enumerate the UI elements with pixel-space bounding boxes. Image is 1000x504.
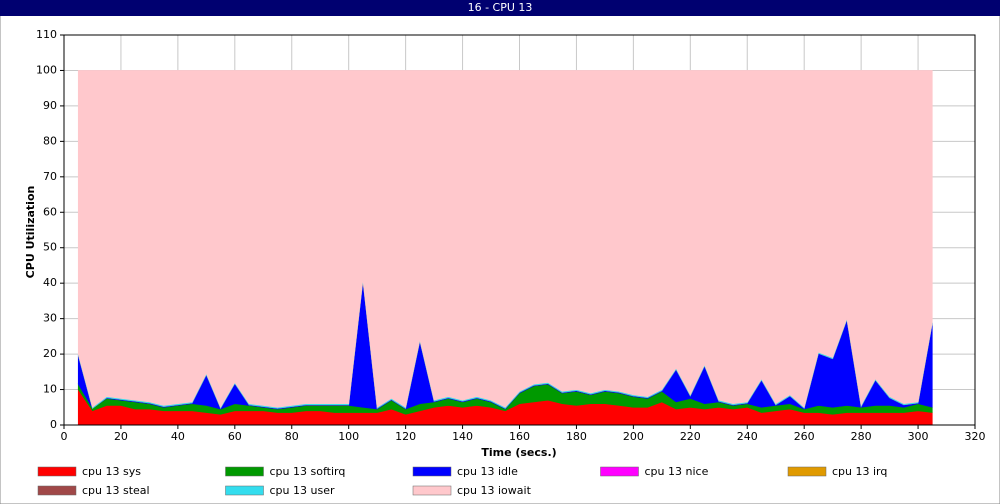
chart-title: 16 - CPU 13: [468, 1, 533, 14]
x-tick-label: 80: [285, 430, 299, 443]
y-tick-label: 110: [36, 28, 57, 41]
legend-label: cpu 13 softirq: [270, 465, 346, 478]
y-tick-label: 50: [43, 241, 57, 254]
x-tick-label: 220: [680, 430, 701, 443]
legend-swatch: [37, 485, 77, 496]
x-tick-label: 260: [794, 430, 815, 443]
x-tick-label: 320: [965, 430, 986, 443]
x-axis-label: Time (secs.): [481, 446, 556, 459]
legend-label: cpu 13 sys: [82, 465, 141, 478]
legend-swatch: [412, 466, 452, 477]
x-tick-label: 20: [114, 430, 128, 443]
title-bar: [0, 0, 1000, 16]
legend-swatch: [225, 485, 264, 496]
legend-label: cpu 13 user: [270, 484, 335, 497]
legend-label: cpu 13 irq: [832, 465, 887, 478]
x-tick-label: 200: [623, 430, 644, 443]
x-tick-label: 100: [338, 430, 359, 443]
y-tick-label: 70: [43, 170, 57, 183]
legend-label: cpu 13 steal: [82, 484, 150, 497]
x-tick-label: 280: [851, 430, 872, 443]
legend-label: cpu 13 idle: [457, 465, 518, 478]
y-tick-label: 100: [36, 63, 57, 76]
y-tick-label: 20: [43, 347, 57, 360]
x-tick-label: 0: [61, 430, 68, 443]
y-tick-label: 30: [43, 312, 57, 325]
y-tick-label: 80: [43, 134, 57, 147]
legend-swatch: [225, 466, 264, 477]
legend-swatch: [600, 466, 639, 477]
legend-swatch: [412, 485, 452, 496]
y-tick-label: 40: [43, 276, 57, 289]
legend-swatch: [787, 466, 827, 477]
y-tick-label: 0: [50, 418, 57, 431]
x-tick-label: 240: [737, 430, 758, 443]
y-tick-label: 10: [43, 383, 57, 396]
legend-label: cpu 13 nice: [645, 465, 709, 478]
x-tick-label: 300: [908, 430, 929, 443]
x-tick-label: 140: [452, 430, 473, 443]
plot-border: [63, 34, 976, 426]
x-tick-label: 180: [566, 430, 587, 443]
legend-swatch: [37, 466, 77, 477]
x-tick-label: 120: [395, 430, 416, 443]
x-tick-label: 40: [171, 430, 185, 443]
area: [77, 70, 933, 408]
legend-label: cpu 13 iowait: [457, 484, 532, 497]
y-tick-label: 90: [43, 99, 57, 112]
y-tick-label: 60: [43, 205, 57, 218]
x-tick-label: 60: [228, 430, 242, 443]
x-tick-label: 160: [509, 430, 530, 443]
y-axis-label: CPU Utilization: [24, 186, 37, 279]
